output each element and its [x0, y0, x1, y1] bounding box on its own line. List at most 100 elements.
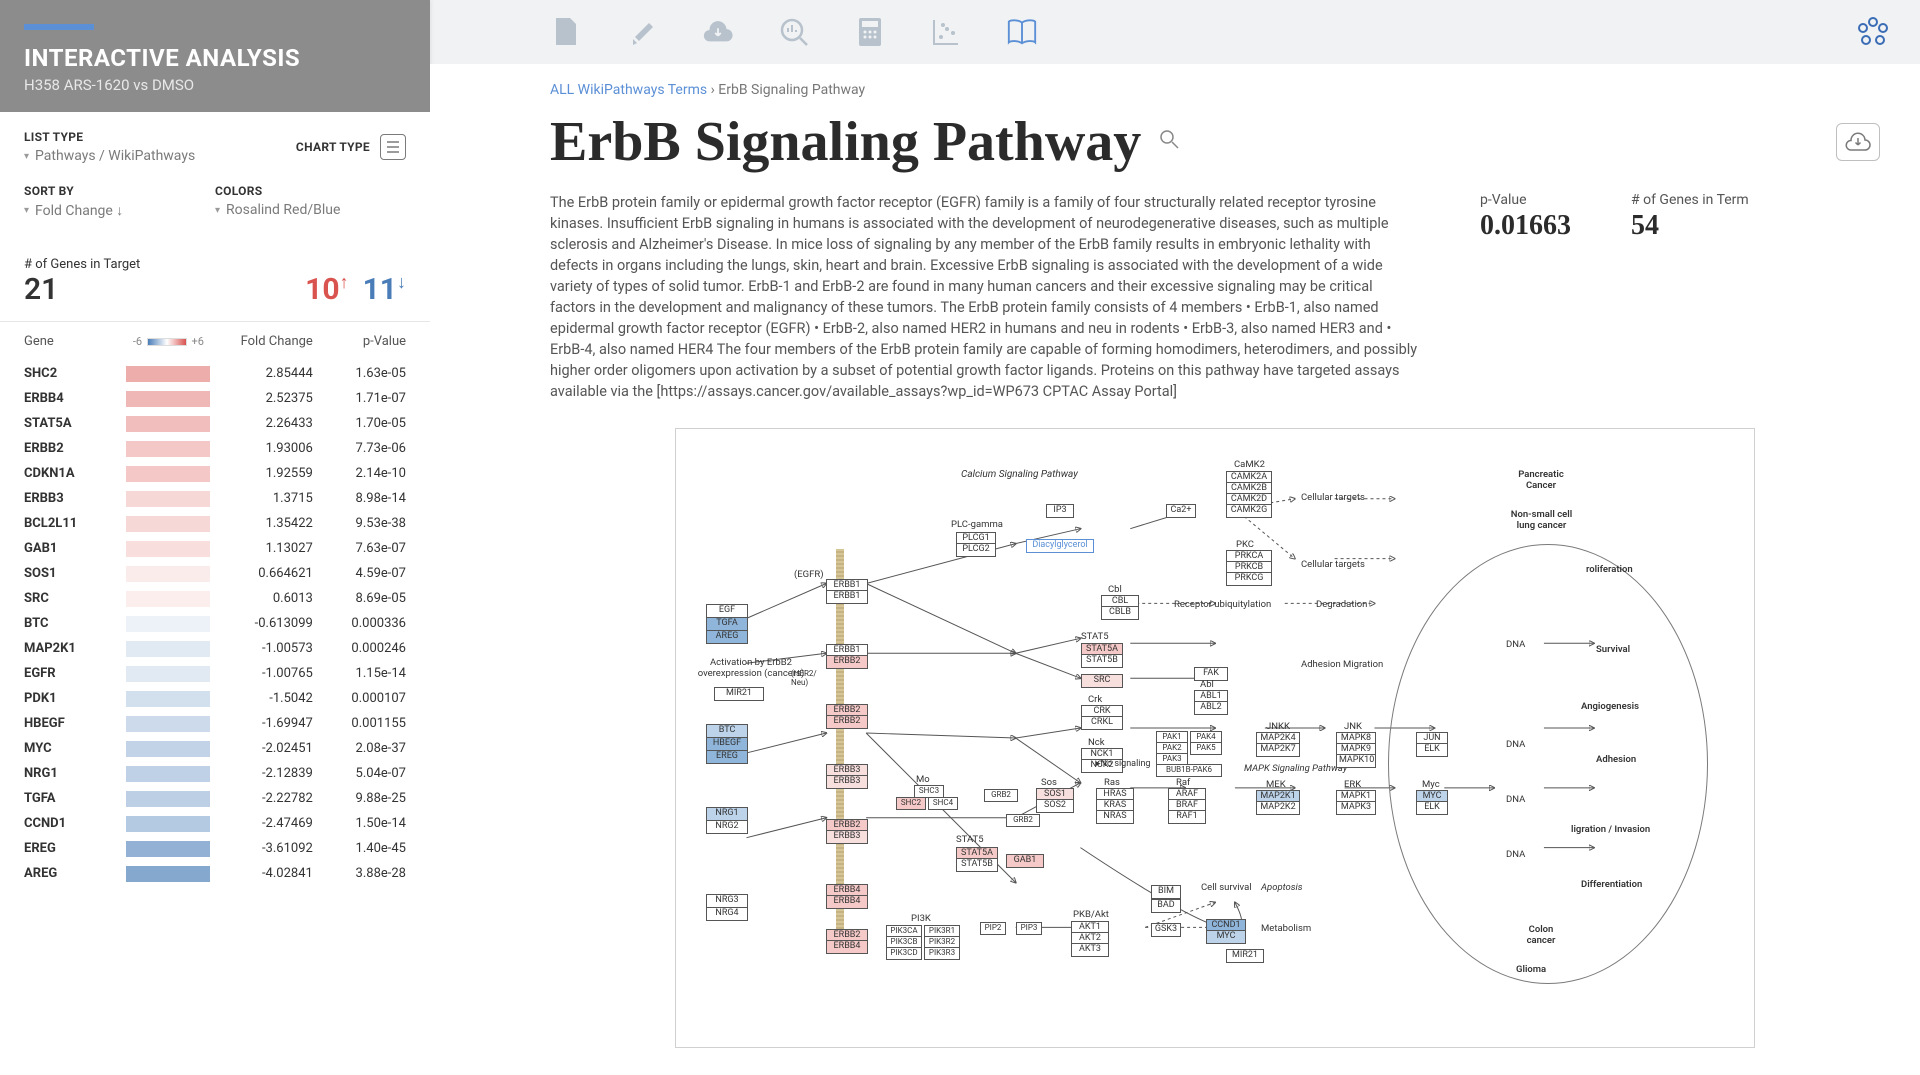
- gene-name: EREG: [24, 841, 126, 856]
- diagram-node: ERBB1: [826, 590, 868, 604]
- diagram-node: GAB1: [1006, 854, 1044, 868]
- diagram-node: EREG: [706, 750, 748, 764]
- list-icon: [386, 140, 400, 154]
- target-label: # of Genes in Target: [24, 257, 140, 272]
- filters: LIST TYPE ▾Pathways / WikiPathways CHART…: [0, 112, 430, 249]
- gene-name: HBEGF: [24, 716, 126, 731]
- diagram-node: EGF: [706, 604, 748, 618]
- gene-fold-change: 0.664621: [210, 566, 312, 581]
- table-row[interactable]: ERBB42.523751.71e-07: [24, 386, 406, 411]
- table-row[interactable]: SHC22.854441.63e-05: [24, 361, 406, 386]
- gene-name: MAP2K1: [24, 641, 126, 656]
- diagram-label: JNKK: [1266, 721, 1290, 732]
- diagram-label: (EGFR): [794, 569, 824, 580]
- diagram-node: MAP2K7: [1256, 743, 1300, 757]
- table-row[interactable]: SRC0.60138.69e-05: [24, 586, 406, 611]
- diagram-label: ligration / Invasion: [1571, 824, 1650, 835]
- filter-list-type[interactable]: LIST TYPE ▾Pathways / WikiPathways: [24, 130, 215, 164]
- diagram-node: PIP2: [980, 922, 1006, 935]
- diagram-node: ERBB3: [826, 830, 868, 844]
- table-row[interactable]: CDKN1A1.925592.14e-10: [24, 461, 406, 486]
- table-row[interactable]: EREG-3.610921.40e-45: [24, 836, 406, 861]
- diagram-label: Activation by ErbB2 overexpression (canc…: [696, 657, 806, 679]
- diagram-label: DNA: [1506, 639, 1525, 650]
- diagram-node: BUB1B-PAK6: [1156, 764, 1222, 777]
- chart-type-toggle[interactable]: [380, 134, 406, 160]
- filter-colors[interactable]: COLORS ▾Rosalind Red/Blue: [215, 184, 406, 219]
- table-row[interactable]: STAT5A2.264331.70e-05: [24, 411, 406, 436]
- gene-fold-change: -1.00765: [210, 666, 312, 681]
- table-row[interactable]: MYC-2.024512.08e-37: [24, 736, 406, 761]
- diagram-label: Colon cancer: [1516, 924, 1566, 946]
- gene-pvalue: 1.40e-45: [313, 841, 406, 856]
- gene-pvalue: 0.000246: [313, 641, 406, 656]
- diagram-label: Crk: [1088, 694, 1102, 705]
- diagram-node: BAD: [1151, 899, 1181, 913]
- diagram-node: PIK3CD: [886, 947, 922, 960]
- diagram-label: Pancreatic Cancer: [1506, 469, 1576, 491]
- gene-name: NRG1: [24, 766, 126, 781]
- table-row[interactable]: HBEGF-1.699470.001155: [24, 711, 406, 736]
- gene-pvalue: 1.15e-14: [313, 666, 406, 681]
- accent-bar: [24, 24, 94, 30]
- diagram-node: SHC4: [928, 797, 958, 810]
- gene-name: EGFR: [24, 666, 126, 681]
- diagram-node: STAT5B: [1081, 654, 1123, 668]
- diagram-label: Mo: [916, 774, 930, 785]
- colors-label: COLORS: [215, 184, 406, 198]
- filter-sort-by[interactable]: SORT BY ▾Fold Change ↓: [24, 184, 215, 219]
- diagram-node: NRAS: [1096, 810, 1134, 824]
- diagram-label: Receptor ubiquitylation: [1174, 599, 1271, 610]
- down-count: 11↓: [363, 272, 406, 307]
- table-row[interactable]: AREG-4.028413.88e-28: [24, 861, 406, 886]
- pathway-diagram[interactable]: EGF TGFA AREG Activation by ErbB2 overex…: [675, 428, 1755, 1048]
- table-row[interactable]: BCL2L111.354229.53e-38: [24, 511, 406, 536]
- gene-fold-change: 2.26433: [210, 416, 312, 431]
- breadcrumb-link[interactable]: ALL WikiPathways Terms: [550, 82, 707, 98]
- diagram-node: STAT5B: [956, 858, 998, 872]
- table-row[interactable]: ERBB31.37158.98e-14: [24, 486, 406, 511]
- diagram-node: ABL2: [1194, 701, 1228, 715]
- gene-heat-bar: [126, 691, 210, 707]
- diagram-node: TGFA: [706, 617, 748, 631]
- diagram-node: CRKL: [1081, 716, 1123, 730]
- diagram-label: PKC: [1236, 539, 1254, 550]
- search-data-icon[interactable]: [778, 16, 810, 48]
- table-row[interactable]: GAB11.130277.63e-07: [24, 536, 406, 561]
- table-row[interactable]: BTC-0.6130990.000336: [24, 611, 406, 636]
- search-icon[interactable]: [1159, 129, 1179, 155]
- table-row[interactable]: NRG1-2.128395.04e-07: [24, 761, 406, 786]
- highlighter-icon[interactable]: [626, 16, 658, 48]
- gene-name: ERBB4: [24, 391, 126, 406]
- diagram-label: Angiogenesis: [1581, 701, 1639, 712]
- gene-pvalue: 0.000336: [313, 616, 406, 631]
- table-row[interactable]: CCND1-2.474691.50e-14: [24, 811, 406, 836]
- gene-name: AREG: [24, 866, 126, 881]
- table-row[interactable]: MAP2K1-1.005730.000246: [24, 636, 406, 661]
- table-row[interactable]: ERBB21.930067.73e-06: [24, 436, 406, 461]
- diagram-node: MYC: [1206, 930, 1246, 944]
- gene-pvalue: 2.08e-37: [313, 741, 406, 756]
- diagram-label: Glioma: [1516, 964, 1546, 975]
- file-icon[interactable]: [550, 16, 582, 48]
- calculator-icon[interactable]: [854, 16, 886, 48]
- table-row[interactable]: EGFR -1.007651.15e-14: [24, 661, 406, 686]
- book-icon[interactable]: [1006, 16, 1038, 48]
- brand-logo[interactable]: [1856, 15, 1890, 49]
- table-row[interactable]: TGFA-2.227829.88e-25: [24, 786, 406, 811]
- gene-pvalue: 3.88e-28: [313, 866, 406, 881]
- table-row[interactable]: PDK1-1.50420.000107: [24, 686, 406, 711]
- diagram-node: RAF1: [1168, 810, 1206, 824]
- scatter-chart-icon[interactable]: [930, 16, 962, 48]
- cloud-download-icon[interactable]: [702, 16, 734, 48]
- gene-pvalue: 7.63e-07: [313, 541, 406, 556]
- diagram-node: HBEGF: [706, 737, 748, 751]
- top-toolbar: [430, 0, 1920, 64]
- sidebar-subtitle: H358 ARS-1620 vs DMSO: [24, 76, 406, 94]
- gene-heat-bar: [126, 466, 210, 482]
- gene-name: BTC: [24, 616, 126, 631]
- list-type-value: Pathways / WikiPathways: [35, 148, 195, 164]
- gene-pvalue: 1.71e-07: [313, 391, 406, 406]
- table-row[interactable]: SOS10.6646214.59e-07: [24, 561, 406, 586]
- download-button[interactable]: [1836, 123, 1880, 161]
